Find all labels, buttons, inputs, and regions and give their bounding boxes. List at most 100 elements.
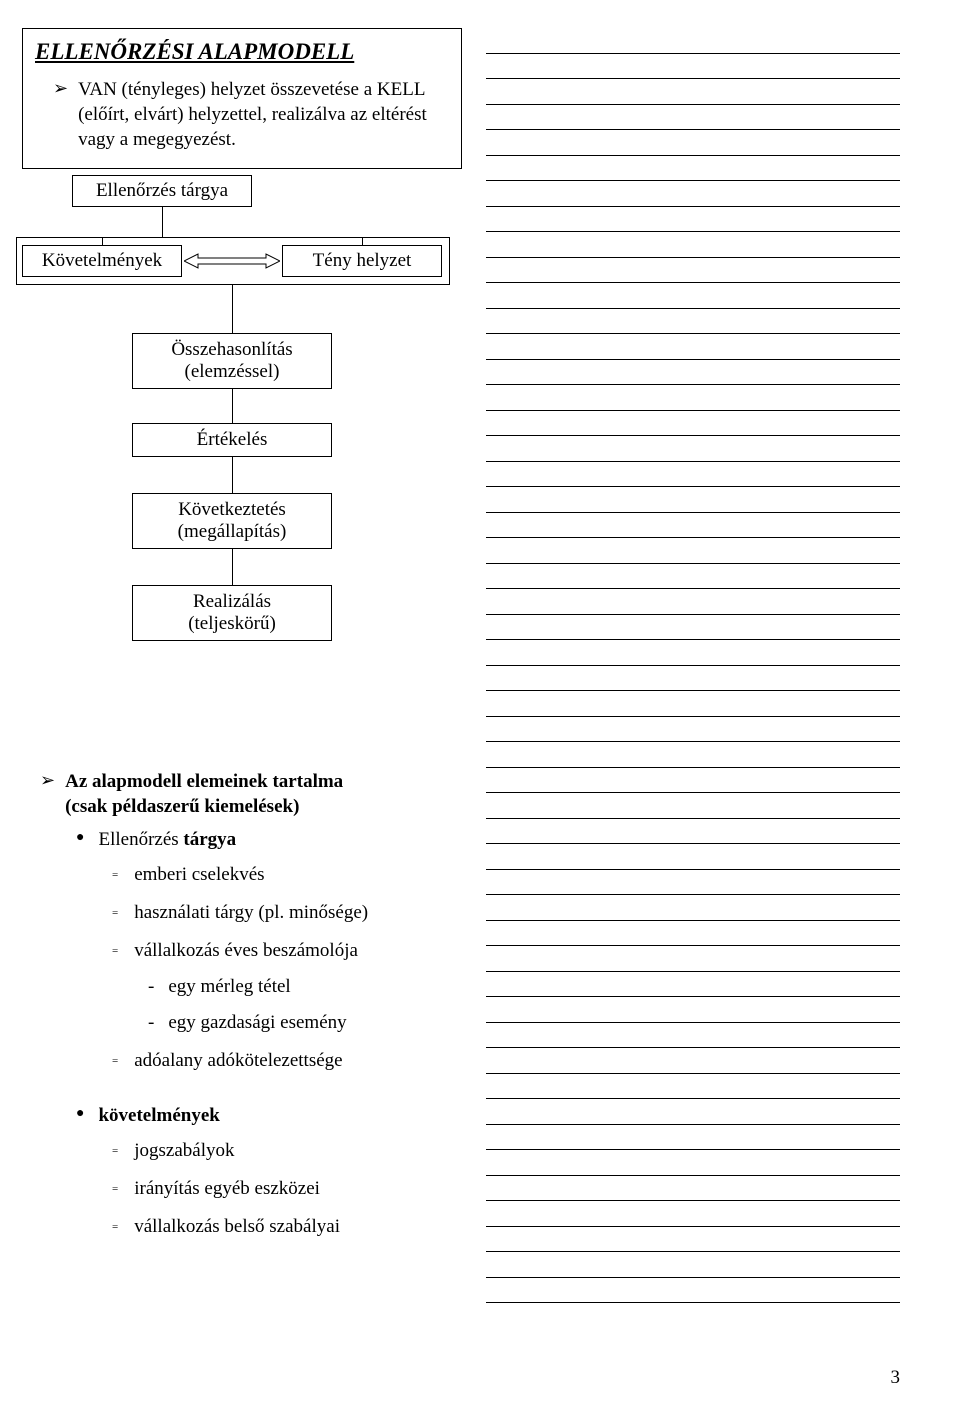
section2-heading: ➢ Az alapmodell elemeinek tartalma (csak…	[40, 769, 462, 819]
note-line	[486, 742, 900, 768]
flow-label: Értékelés	[197, 429, 268, 451]
note-line	[486, 717, 900, 743]
notes-column	[486, 28, 900, 1303]
flow-connector	[232, 549, 233, 585]
note-line	[486, 538, 900, 564]
note-line	[486, 921, 900, 947]
note-line	[486, 1048, 900, 1074]
note-line	[486, 309, 900, 335]
equals-icon: =	[112, 859, 118, 891]
note-line	[486, 360, 900, 386]
note-line	[486, 207, 900, 233]
note-line	[486, 1278, 900, 1304]
flow-connector	[102, 237, 362, 238]
arrow-right-icon: ➢	[53, 77, 68, 99]
note-line	[486, 666, 900, 692]
note-line	[486, 691, 900, 717]
note-line	[486, 1252, 900, 1278]
note-line	[486, 972, 900, 998]
flow-label: (teljeskörű)	[188, 613, 276, 635]
note-line	[486, 870, 900, 896]
dash-icon: -	[148, 1007, 154, 1039]
dash-icon: -	[148, 971, 154, 1003]
intro-bullet: ➢ VAN (tényleges) helyzet összevetése a …	[53, 77, 449, 152]
list-item: = vállalkozás belső szabályai	[112, 1211, 462, 1243]
note-line	[486, 181, 900, 207]
page-number: 3	[891, 1367, 901, 1389]
flow-label: Ellenőrzés tárgya	[96, 180, 228, 202]
flow-connector	[232, 389, 233, 423]
note-line	[486, 385, 900, 411]
note-line	[486, 436, 900, 462]
list-text: vállalkozás éves beszámolója	[134, 935, 358, 967]
note-line	[486, 1125, 900, 1151]
sublist-item: -egy mérleg tétel	[148, 971, 462, 1003]
list-text: adóalany adókötelezettsége	[134, 1045, 342, 1077]
group2-head-text: követelmények	[98, 1103, 219, 1129]
note-line	[486, 997, 900, 1023]
flow-box-targya: Ellenőrzés tárgya	[72, 175, 252, 207]
title-block: ELLENŐRZÉSI ALAPMODELL ➢ VAN (tényleges)…	[22, 28, 462, 169]
flow-label: (megállapítás)	[178, 521, 287, 543]
list-text: használati tárgy (pl. minősége)	[134, 897, 368, 929]
list-text: egy mérleg tétel	[168, 971, 290, 1003]
note-line	[486, 768, 900, 794]
list-text: jogszabályok	[134, 1135, 234, 1167]
note-line	[486, 487, 900, 513]
bullet-icon: ●	[76, 827, 84, 849]
bidirectional-arrow-icon	[184, 251, 280, 271]
equals-icon: =	[112, 935, 118, 967]
flow-connector	[162, 207, 163, 237]
note-line	[486, 232, 900, 258]
flow-box-kovetkeztetes: Következtetés (megállapítás)	[132, 493, 332, 549]
group1-head-text: Ellenőrzés tárgya	[98, 827, 236, 853]
list-item: =adóalany adókötelezettsége	[112, 1045, 462, 1077]
flow-connector	[102, 237, 103, 245]
note-line	[486, 895, 900, 921]
equals-icon: =	[112, 897, 118, 929]
note-line	[486, 28, 900, 54]
flow-box-realizalas: Realizálás (teljeskörű)	[132, 585, 332, 641]
flow-box-osszehasonlitas: Összehasonlítás (elemzéssel)	[132, 333, 332, 389]
section2-text: Az alapmodell elemeinek tartalma (csak p…	[65, 769, 343, 819]
list-item: = emberi cselekvés	[112, 859, 462, 891]
list-text: irányítás egyéb eszközei	[134, 1173, 320, 1205]
note-line	[486, 793, 900, 819]
note-line	[486, 640, 900, 666]
note-line	[486, 283, 900, 309]
note-line	[486, 1201, 900, 1227]
equals-icon: =	[112, 1211, 118, 1243]
flow-label: (elemzéssel)	[185, 361, 280, 383]
note-line	[486, 105, 900, 131]
note-line	[486, 156, 900, 182]
note-line	[486, 130, 900, 156]
note-line	[486, 946, 900, 972]
group2-head: ● követelmények	[76, 1103, 462, 1129]
list-item: = vállalkozás éves beszámolója	[112, 935, 462, 967]
flow-connector	[232, 285, 233, 333]
flowchart: Ellenőrzés tárgya Követelmények Tény hel…	[22, 175, 462, 735]
group1-head: ● Ellenőrzés tárgya	[76, 827, 462, 853]
note-line	[486, 564, 900, 590]
list-text: vállalkozás belső szabályai	[134, 1211, 340, 1243]
flow-connector	[232, 457, 233, 493]
note-line	[486, 1023, 900, 1049]
flow-box-teny: Tény helyzet	[282, 245, 442, 277]
list-text: emberi cselekvés	[134, 859, 264, 891]
note-line	[486, 54, 900, 80]
note-line	[486, 615, 900, 641]
flow-box-kovetelmenyek: Követelmények	[22, 245, 182, 277]
note-line	[486, 1074, 900, 1100]
note-line	[486, 79, 900, 105]
flow-label: Tény helyzet	[313, 250, 412, 272]
note-line	[486, 513, 900, 539]
arrow-right-icon: ➢	[40, 769, 55, 791]
equals-icon: =	[112, 1135, 118, 1167]
flow-label: Követelmények	[42, 250, 162, 272]
flow-connector	[362, 237, 363, 245]
list-item: = irányítás egyéb eszközei	[112, 1173, 462, 1205]
equals-icon: =	[112, 1173, 118, 1205]
intro-text: VAN (tényleges) helyzet összevetése a KE…	[78, 77, 449, 152]
bullet-icon: ●	[76, 1103, 84, 1125]
flow-box-ertekeles: Értékelés	[132, 423, 332, 457]
